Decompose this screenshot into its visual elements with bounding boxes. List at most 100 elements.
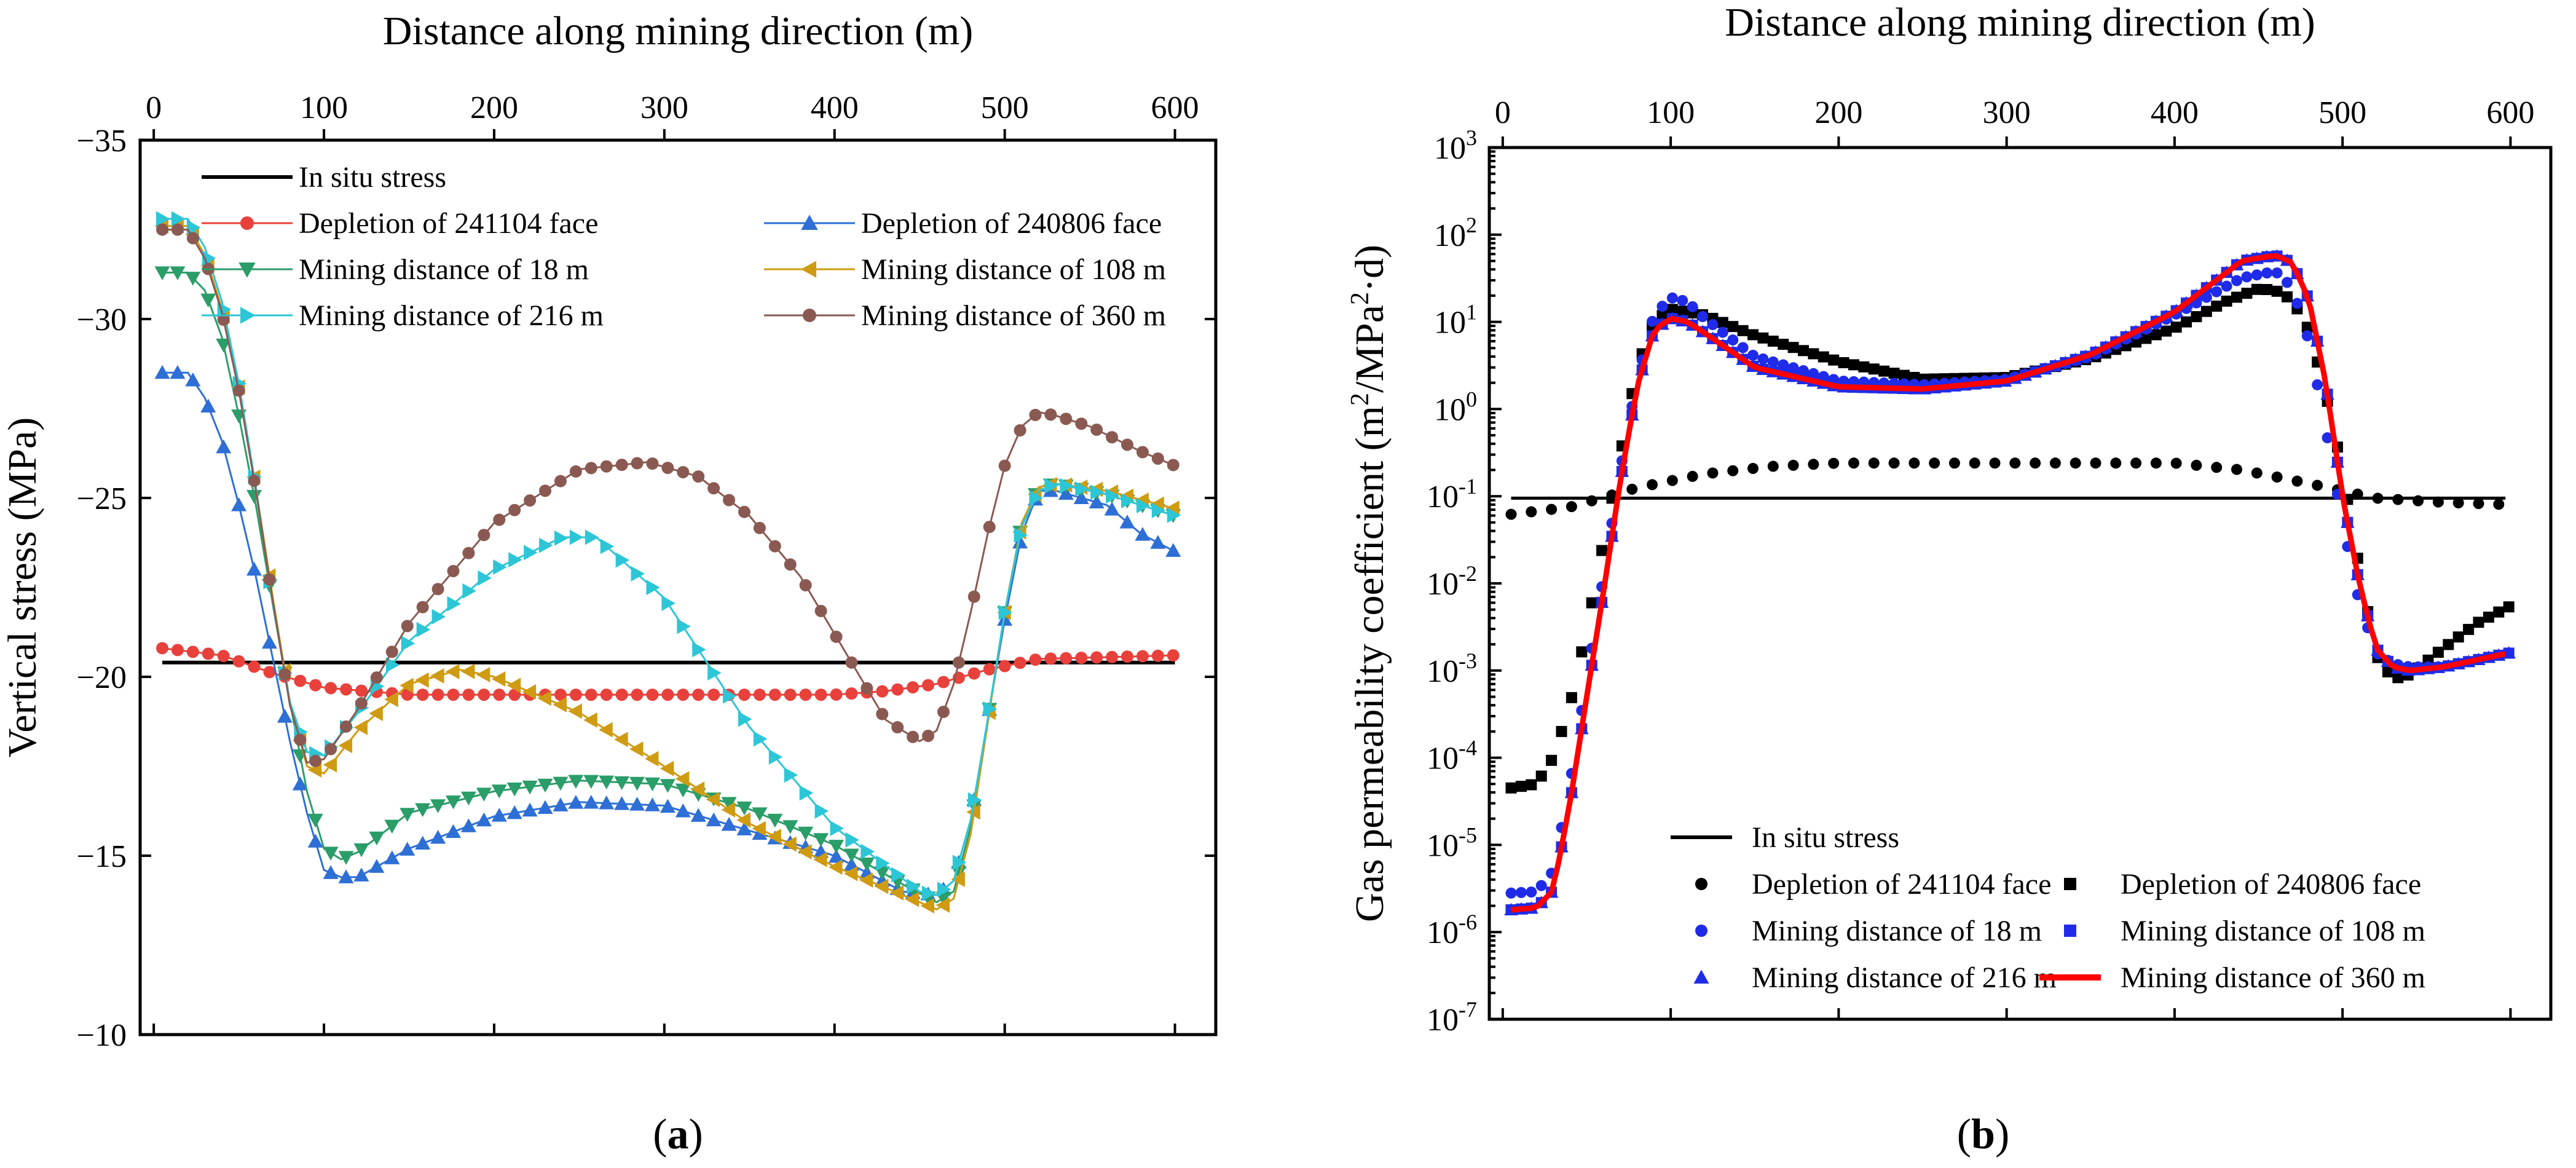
data-point — [445, 663, 460, 679]
data-point — [370, 671, 383, 684]
panel-b: 0 100 200 300 400 500 60010310210110010-110-21… — [1346, 0, 2553, 1158]
data-point — [629, 797, 645, 811]
data-point — [2261, 283, 2273, 295]
data-point — [1014, 527, 1028, 543]
data-point — [400, 842, 416, 856]
tick-base: 10 — [1427, 741, 1459, 776]
tick-base: 10 — [1434, 392, 1466, 427]
tick-exponent: 0 — [1466, 387, 1477, 411]
data-point — [2483, 611, 2494, 623]
data-point — [569, 529, 584, 545]
y-axis-title-superscript: 2 — [1346, 292, 1374, 305]
data-point — [2443, 639, 2454, 650]
y-tick-label: 10-4 — [1427, 736, 1477, 776]
data-point — [1626, 483, 1638, 495]
panel-label-close: ) — [1995, 1111, 2009, 1158]
data-point — [2150, 457, 2162, 469]
data-point — [677, 689, 690, 701]
data-point — [814, 604, 827, 617]
data-point — [907, 681, 920, 694]
tick-base: 10 — [1427, 654, 1459, 689]
data-point — [553, 696, 567, 712]
data-point — [1075, 481, 1089, 497]
data-point — [585, 689, 597, 701]
data-point — [476, 812, 492, 827]
data-point — [599, 795, 615, 810]
legend-label: Depletion of 240806 face — [861, 207, 1162, 240]
data-point — [615, 459, 628, 472]
data-point — [646, 580, 660, 596]
data-point — [2049, 457, 2061, 469]
data-point — [2261, 267, 2273, 279]
y-axis-title-part: Gas permeability coefficient (m — [1347, 406, 1392, 922]
data-point — [491, 671, 506, 687]
data-point — [2413, 495, 2424, 507]
data-point — [2251, 467, 2263, 479]
data-point — [922, 885, 936, 901]
data-point — [891, 721, 904, 734]
data-point — [707, 689, 720, 701]
data-point — [1727, 465, 1739, 476]
data-point — [2382, 666, 2393, 677]
data-point — [506, 805, 522, 819]
data-point — [1747, 463, 1759, 475]
data-point — [460, 663, 475, 679]
data-point — [401, 636, 416, 652]
data-point — [478, 529, 490, 542]
data-point — [554, 475, 567, 487]
data-point — [537, 778, 553, 793]
data-point — [493, 559, 507, 575]
data-point — [369, 859, 385, 873]
data-point — [2493, 606, 2505, 618]
data-point — [1089, 494, 1105, 508]
data-point — [1656, 301, 1668, 312]
data-point — [522, 780, 538, 795]
y-axis-title-part: /MPa — [1347, 305, 1392, 393]
data-point — [491, 784, 507, 799]
data-point — [2301, 322, 2313, 333]
data-point — [2160, 325, 2172, 337]
x-tick-label: 0 — [146, 90, 162, 125]
tick-exponent: -1 — [1459, 474, 1477, 499]
data-point — [677, 466, 690, 479]
data-point — [1136, 498, 1151, 514]
data-point — [1596, 545, 1608, 556]
data-point — [2241, 288, 2253, 299]
panel-a: 0 100 200 300 400 500 600 −35 −30 −25 −20 −15 −10 Dis… — [0, 9, 1218, 1158]
data-point — [631, 457, 644, 470]
data-point — [309, 679, 322, 692]
data-point — [1566, 692, 1577, 703]
data-point — [2110, 457, 2122, 469]
data-point — [1104, 502, 1120, 516]
data-point — [154, 365, 170, 379]
data-point — [1029, 408, 1042, 421]
legend-label: Depletion of 241104 face — [1752, 868, 2051, 901]
y-axis-title-part: ·d) — [1347, 245, 1392, 292]
data-point — [353, 843, 369, 858]
data-point — [569, 465, 582, 478]
data-point — [2312, 379, 2323, 390]
data-point — [323, 757, 337, 773]
legend-item-2: Depletion of 240806 face — [2064, 868, 2421, 901]
data-point — [952, 854, 967, 870]
data-point — [2170, 457, 2182, 469]
y-tick-label: −10 — [77, 1018, 127, 1053]
data-point — [983, 521, 996, 534]
data-point — [1136, 446, 1149, 459]
data-point — [861, 682, 873, 695]
data-point — [1656, 310, 1668, 322]
data-point — [307, 813, 323, 828]
data-point — [508, 689, 521, 701]
data-point — [768, 689, 781, 701]
data-point — [156, 642, 168, 655]
data-point — [675, 783, 691, 798]
data-point — [1526, 779, 1537, 791]
data-point — [338, 738, 353, 754]
data-point — [1858, 361, 1870, 373]
data-point — [874, 866, 890, 880]
data-point — [583, 795, 599, 809]
data-point — [937, 676, 950, 689]
data-point — [1060, 652, 1073, 665]
series-line — [162, 229, 1176, 764]
legend-label: Mining distance of 360 m — [861, 299, 1166, 332]
